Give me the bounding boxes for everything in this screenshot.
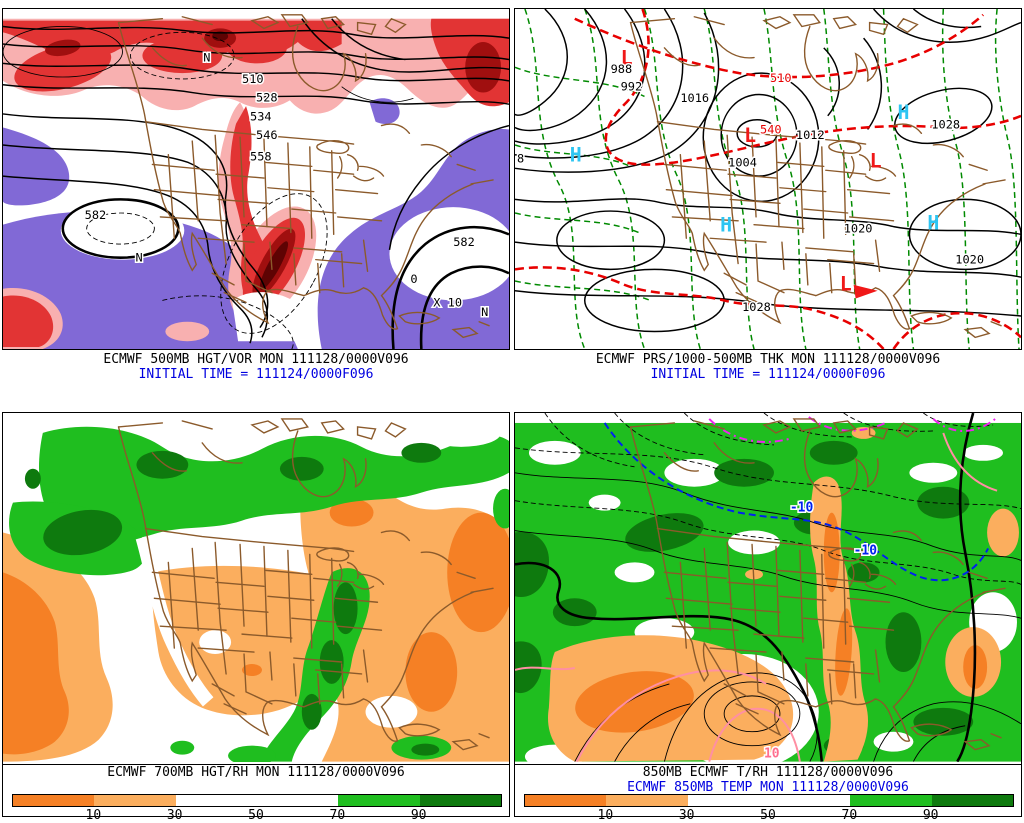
caption-line2: INITIAL TIME = 111124/0000F096 [138,367,374,382]
colorbar-segment [606,795,688,806]
temp-label: -10 [790,501,814,516]
panel-850mb-temp-rh: -10 -10 10 850MB ECMWF T/RH 111128/0000V… [514,412,1022,823]
high-marker: H [570,144,582,167]
colorbar-segment [175,795,257,806]
colorbar-tick-label: 70 [329,808,346,823]
low-marker: L [840,273,852,296]
panel-prs-thickness: H H H H L L L L 988 992 1016 1004 1012 1… [514,8,1022,350]
thickness-label: 540 [760,122,782,136]
pressure-center-markers: H H H H L L L L [570,47,939,299]
pressure-labels: 988 992 1016 1004 1012 1028 1020 1020 10… [516,61,986,316]
contour-label: 510 [242,72,264,86]
height-contours [3,18,509,349]
temperature-contours [515,413,1021,763]
map-500mb-hgt-vor: 510 528 534 546 558 582 582 X 10 N N N 0 [3,14,509,349]
contour-label: 528 [256,90,278,104]
thickness-label: 510 [770,71,792,85]
caption-500mb: ECMWF 500MB HGT/VOR MON 111128/0000V096 … [2,352,510,382]
caption-line1: ECMWF 500MB HGT/VOR MON 111128/0000V096 [103,352,409,367]
rh-colorbar-ticks: 10 30 50 70 90 [524,807,1012,823]
caption-line1: 850MB ECMWF T/RH 111128/0000V096 [642,765,894,780]
contour-label: 582 [85,208,107,222]
caption-prs-thk: ECMWF PRS/1000-500MB THK MON 111128/0000… [514,352,1022,382]
rh-clear-holes [135,418,502,728]
isobar-label: 1028 [931,118,960,132]
isobar-label: 1028 [742,300,771,314]
caption-line2: ECMWF 850MB TEMP MON 111128/0000V096 [627,780,909,795]
isobar-label: 1016 [680,91,709,105]
low-motion-arrow [853,284,878,299]
colorbar-segment [256,795,339,806]
colorbar-tick-label: 30 [166,808,183,823]
colorbar-tick-label: 90 [922,808,939,823]
isobar-label: 988 [611,62,633,76]
vort-min-label: N [481,305,488,319]
temperature-labels: -10 -10 10 [763,499,879,763]
colorbar-segment [850,795,932,806]
isobar-label: 8 [517,152,524,166]
contour-label: 546 [256,128,278,142]
vort-min-label: N [135,251,142,265]
map-prs-thickness: H H H H L L L L 988 992 1016 1004 1012 1… [515,9,1021,349]
isobar-contours [515,9,1021,333]
caption-700mb: ECMWF 700MB HGT/RH MON 111128/0000V096 [3,765,509,780]
map-700mb-rh [3,418,509,764]
map-850mb-wrap: -10 -10 10 [515,413,1021,765]
colorbar-tick-label: 50 [760,808,776,823]
rh-colorbar [12,794,502,807]
low-marker: L [870,150,882,173]
rh-dry-shading [547,426,1019,762]
shading-holes [60,141,509,342]
colorbar-tick-label: 50 [248,808,264,823]
colorbar-segment [94,795,176,806]
high-marker: H [927,212,939,235]
low-marker: L [744,124,756,147]
colorbar-tick-label: 90 [410,808,427,823]
high-marker: H [720,214,732,237]
contour-label: 582 [453,235,475,249]
vort-min-label: N [203,51,210,65]
rh-colorbar [524,794,1014,807]
map-700mb-rh-wrap [3,413,509,765]
contour-label: 534 [250,110,272,124]
isobar-label: 992 [621,80,643,94]
isobar-label: 1012 [796,128,825,142]
colorbar-segment [419,795,501,806]
caption-line2: INITIAL TIME = 111124/0000F096 [650,367,886,382]
caption-line1: ECMWF PRS/1000-500MB THK MON 111128/0000… [595,352,941,367]
vort-label: 0 [410,272,417,286]
colorbar-segment [13,795,95,806]
contour-label: 558 [250,150,272,164]
colorbar-tick-label: 70 [841,808,858,823]
panel-500mb-hgt-vor: 510 528 534 546 558 582 582 X 10 N N N 0 [2,8,510,350]
isobar-label: 1020 [955,253,984,267]
thickness-contours-green [515,9,1020,349]
colorbar-segment [525,795,607,806]
panel-700mb-rh: ECMWF 700MB HGT/RH MON 111128/0000V096 1… [2,412,510,823]
rh-colorbar-ticks: 10 30 50 70 90 [12,807,500,823]
map-850mb-temp-rh: -10 -10 10 [515,413,1021,764]
thickness-contours-red [515,9,1021,349]
caption-line1: ECMWF 700MB HGT/RH MON 111128/0000V096 [107,765,405,780]
positive-vorticity-shading [3,18,509,349]
caption-850mb: 850MB ECMWF T/RH 111128/0000V096 ECMWF 8… [515,765,1021,795]
low-marker: L [621,47,633,70]
isobar-label: 1020 [844,222,873,236]
vort-max-label: X 10 [433,295,462,309]
colorbar-segment [768,795,851,806]
colorbar-segment [687,795,769,806]
colorbar-tick-label: 10 [597,808,614,823]
colorbar-segment [338,795,420,806]
height-contour-labels: 510 528 534 546 558 582 582 X 10 N N N 0 [83,49,490,320]
temp-label: 10 [764,747,780,762]
colorbar-tick-label: 30 [678,808,695,823]
colorbar-tick-label: 10 [85,808,102,823]
rh-moist-shading [9,426,509,764]
colorbar-segment [931,795,1013,806]
isobar-label: 1004 [728,156,757,170]
temp-label: -10 [854,543,878,558]
high-marker: H [897,101,909,124]
